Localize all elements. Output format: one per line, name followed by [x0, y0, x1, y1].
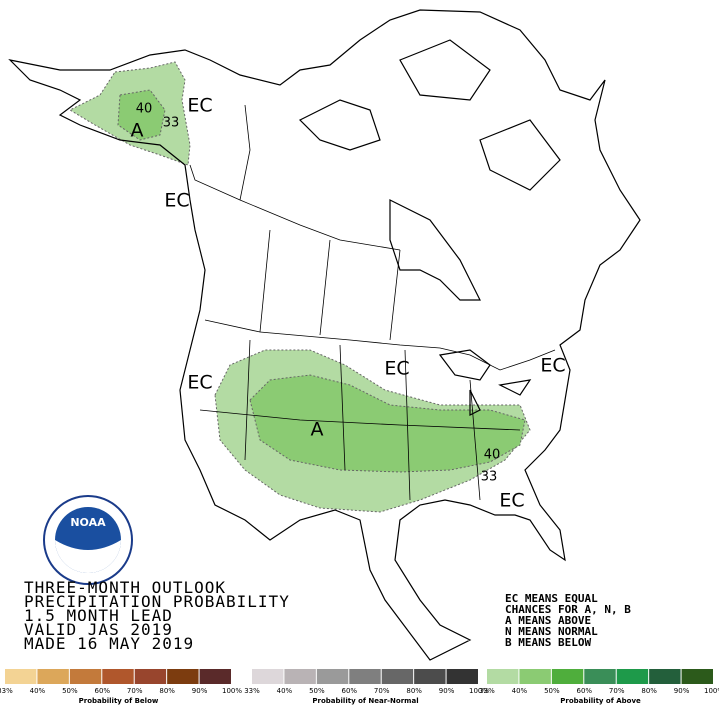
legend-swatch — [616, 669, 649, 684]
legend-swatch — [5, 669, 37, 684]
legend: 33% 40% 50% 60% 70% 80% 90% 100% Probability of … — [0, 669, 719, 705]
map-labels: EC EC EC EC EC EC A 40 33 A 40 33 — [131, 95, 566, 512]
legend-swatch — [167, 669, 199, 684]
logo-text: NOAA — [70, 516, 106, 529]
alaska-outlook-40 — [117, 89, 166, 141]
note-line: CHANCES FOR A, N, B — [505, 603, 631, 616]
borders — [189, 104, 556, 501]
map-label: EC — [384, 358, 409, 380]
title-line: MADE 16 MAY 2019 — [24, 634, 194, 653]
legend-swatch — [69, 669, 102, 684]
legend-tick: 70% — [609, 687, 625, 695]
legend-swatch — [551, 669, 584, 684]
legend-tick: 90% — [192, 687, 208, 695]
legend-tick: 90% — [674, 687, 690, 695]
map-label: EC — [164, 190, 189, 212]
legend-tick: 60% — [577, 687, 593, 695]
legend-tick: 90% — [439, 687, 455, 695]
title-line: THREE-MONTH OUTLOOK — [24, 578, 226, 597]
map — [8, 9, 641, 661]
legend-tick: 100% — [704, 687, 719, 695]
coastline — [8, 9, 641, 661]
legend-title: Probability of Near-Normal — [312, 697, 418, 705]
title-line: PRECIPITATION PROBABILITY — [24, 592, 290, 611]
legend-tick: 70% — [374, 687, 390, 695]
contour-label: 40 — [484, 448, 501, 463]
legend-swatch — [681, 669, 713, 684]
legend-title: Probability of Above — [560, 697, 641, 705]
legend-tick: 100% — [469, 687, 489, 695]
legend-tick: 33% — [0, 687, 13, 695]
legend-tick: 80% — [406, 687, 422, 695]
legend-tick: 60% — [342, 687, 358, 695]
note-line: N MEANS NORMAL — [505, 625, 598, 638]
legend-swatch — [519, 669, 551, 684]
legend-tick: 100% — [222, 687, 242, 695]
contour-label: 33 — [481, 470, 498, 485]
legend-swatch — [134, 669, 167, 684]
great-lakes — [438, 349, 532, 416]
legend-swatch — [199, 669, 231, 684]
note-line: EC MEANS EQUAL — [505, 592, 598, 605]
us-outlook-40 — [249, 374, 526, 473]
legend-tick: 40% — [512, 687, 528, 695]
legend-tick: 80% — [159, 687, 175, 695]
legend-tick: 40% — [277, 687, 293, 695]
note-line: A MEANS ABOVE — [505, 614, 591, 627]
legend-swatch — [349, 669, 381, 684]
legend-swatch — [584, 669, 616, 684]
arctic-islands — [298, 39, 561, 191]
legend-tick: 50% — [309, 687, 325, 695]
legend-swatch — [381, 669, 414, 684]
legend-swatch — [252, 669, 284, 684]
legend-swatch — [487, 669, 519, 684]
legend-swatch — [446, 669, 478, 684]
noaa-logo: NOAA — [43, 495, 133, 585]
legend-swatch — [316, 669, 349, 684]
map-label: EC — [187, 372, 212, 394]
legend-tick: 50% — [62, 687, 78, 695]
map-label: A — [131, 120, 144, 142]
title-line: VALID JAS 2019 — [24, 620, 173, 639]
legend-swatch — [102, 669, 134, 684]
legend-swatch — [649, 669, 681, 684]
legend-tick: 40% — [30, 687, 46, 695]
legend-tick: 50% — [544, 687, 560, 695]
contour-label: 40 — [136, 102, 153, 117]
legend-tick: 80% — [641, 687, 657, 695]
title-line: 1.5 MONTH LEAD — [24, 606, 173, 625]
map-label: A — [311, 419, 324, 441]
legend-title: Probability of Below — [79, 697, 159, 705]
legend-swatch — [37, 669, 69, 684]
contour-label: 33 — [163, 116, 180, 131]
legend-tick: 33% — [244, 687, 260, 695]
map-label: EC — [187, 95, 212, 117]
map-label: EC — [540, 355, 565, 377]
legend-tick: 60% — [95, 687, 111, 695]
hudson-bay — [389, 199, 481, 301]
legend-tick: 70% — [127, 687, 143, 695]
map-label: EC — [499, 490, 524, 512]
legend-swatch — [414, 669, 446, 684]
legend-swatch — [284, 669, 316, 684]
legend-tick: 33% — [479, 687, 495, 695]
note-line: B MEANS BELOW — [505, 636, 591, 649]
